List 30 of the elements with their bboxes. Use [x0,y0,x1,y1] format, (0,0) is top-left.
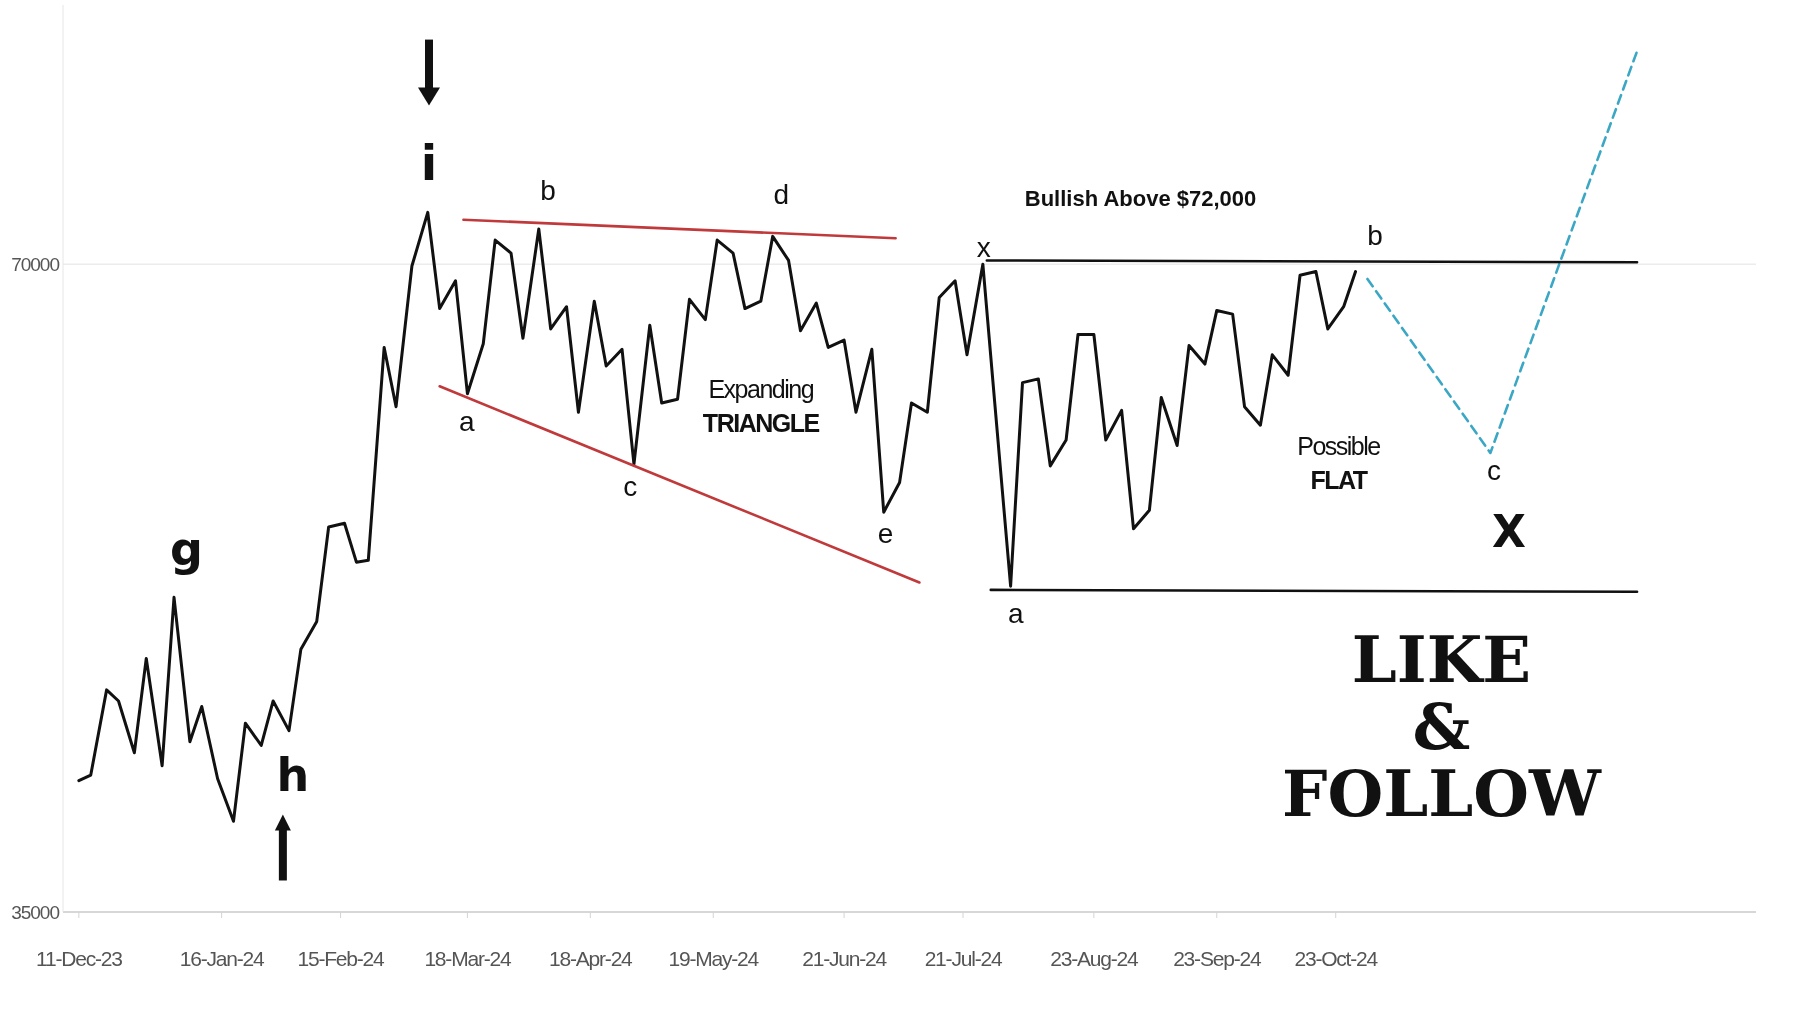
annotation: Expanding TRIANGLE [702,374,820,437]
x-tick-label: 16-Jan-24 [179,947,265,970]
annotation: a [458,405,475,437]
x-tick-label: 23-Sep-24 [1173,947,1262,970]
annotation: e [877,517,894,549]
x-tick-label: 19-May-24 [668,947,760,970]
x-tick-label: 21-Jun-24 [802,947,888,970]
x-tick-label: 23-Oct-24 [1294,947,1379,970]
y-tick-label: 35000 [11,902,60,923]
annotation: X [1491,506,1526,558]
annotation: x [976,231,991,263]
annotation: b [540,174,556,206]
x-tick-label: 23-Aug-24 [1050,947,1140,970]
annotation: Bullish Above $72,000 [1024,185,1257,211]
x-tick-label: 18-Mar-24 [424,947,512,970]
x-tick-label: 18-Apr-24 [549,947,634,970]
annotation: h [276,747,310,802]
x-tick-label: 15-Feb-24 [297,947,386,970]
annotation: c [623,471,638,502]
annotation: c [1487,454,1502,486]
annotation: d [773,179,790,211]
x-tick-label: 11-Dec-23 [36,947,123,970]
x-tick-label: 21-Jul-24 [924,947,1003,970]
annotation: b [1367,220,1383,252]
y-tick-label: 70000 [11,254,60,276]
annotation: Possible FLAT [1297,432,1381,494]
annotation: g [170,522,203,577]
annotation: a [1008,597,1025,629]
annotation: LIKE & FOLLOW [1282,621,1602,832]
annotation: i [420,135,438,192]
